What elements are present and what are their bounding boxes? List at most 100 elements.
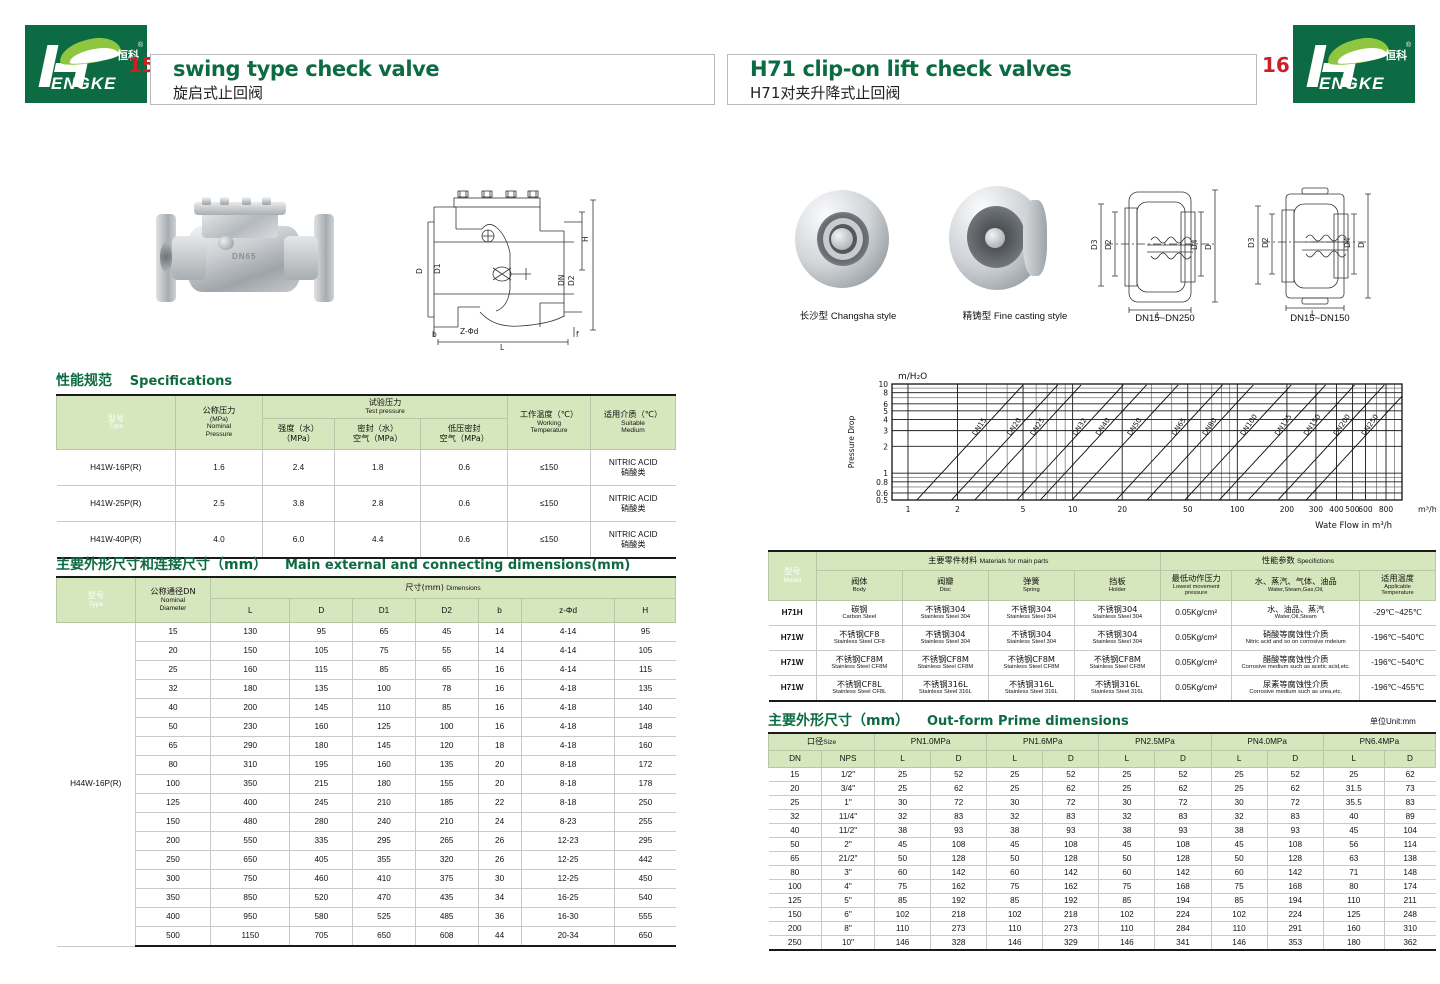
dims-col-type-en: Type — [88, 600, 104, 608]
outform-cell-v3: 52 — [1042, 767, 1099, 782]
mat-cell-medium: 醋酸等腐蚀性介质 Corrosive medium such as acetic … — [1231, 650, 1360, 676]
outform-cell-v8: 80 — [1322, 879, 1385, 894]
outform-cell-nps: 6" — [821, 907, 875, 922]
outform-cell-v3: 62 — [1042, 781, 1099, 796]
mat-cell-medium: 硝酸等腐蚀性介质 Nitric acid and so on corrosive … — [1231, 625, 1360, 651]
dims-cell-b: 20 — [477, 774, 522, 794]
dims-cell-l: 1150 — [209, 926, 290, 947]
dims-cell-b: 44 — [477, 926, 522, 947]
dims-cell-l: 130 — [209, 622, 290, 642]
outform-cell-v7: 291 — [1266, 921, 1324, 936]
mat-group-materials: 主要零件材料 Materials for main parts — [815, 550, 1161, 571]
dims-cell-b: 14 — [477, 622, 522, 642]
svg-text:L: L — [1311, 309, 1316, 318]
dims-cell-zd: 4-14 — [520, 660, 615, 680]
outform-row: 250 10" 146 328 146 329 146 341 146 353 180 362 — [768, 935, 1436, 951]
dims-subheader-D: D — [289, 598, 354, 623]
outform-cell-v8: 71 — [1322, 865, 1385, 880]
dims-cell-zd: 8-18 — [520, 793, 615, 813]
dims-col-dn: 公称通径DN Nominal Diameter — [135, 576, 211, 623]
mat-cell-temp: -196℃~540℃ — [1359, 650, 1436, 676]
dims-cell-b: 16 — [477, 717, 522, 737]
svg-text:D3: D3 — [1090, 239, 1099, 250]
outform-group-size: 口径Size — [768, 732, 875, 751]
outform-cell-v5: 224 — [1154, 907, 1212, 922]
specs-header-row-2: 强度（水） （MPa） 密封（水） 空气（MPa） 低压密封 空气（MPa） — [57, 418, 676, 450]
svg-text:D3: D3 — [1247, 237, 1256, 248]
dims-subheader-H: H — [614, 598, 676, 623]
specs-col-seal-cn1: 密封（水） — [357, 423, 399, 434]
svg-text:DN100: DN100 — [1239, 413, 1259, 437]
svg-text:Wate Flow in m³/h: Wate Flow in m³/h — [1315, 521, 1392, 531]
dims-cell-d2: 320 — [414, 850, 478, 870]
dims-cell-d1: 470 — [352, 888, 416, 908]
specs-col-medium-en1: Suitable — [621, 419, 645, 427]
outform-cell-v1: 108 — [930, 837, 987, 852]
dims-row: 300 750 460 410 375 30 12-25 450 — [57, 869, 676, 889]
outform-cell-v6: 146 — [1210, 935, 1268, 951]
outform-unit-note: 单位Unit:mm — [1370, 717, 1416, 726]
outform-cell-dn: 125 — [768, 893, 822, 908]
dims-cell-h: 450 — [614, 869, 676, 889]
svg-text:400: 400 — [1329, 505, 1344, 514]
specs-col-lowseal-cn2: 空气（MPa） — [439, 433, 489, 443]
specs-group-test-pressure-en: Test pressure — [365, 407, 405, 415]
dims-cell-dn: 32 — [135, 679, 211, 699]
svg-text:D4: D4 — [1343, 237, 1352, 248]
dims-cell-h: 140 — [614, 698, 676, 718]
svg-text:H: H — [581, 236, 590, 242]
dims-cell-b: 30 — [477, 869, 522, 889]
dims-cell-l: 310 — [209, 755, 290, 775]
dims-cell-d2: 135 — [414, 755, 478, 775]
outform-cell-dn: 15 — [768, 767, 822, 782]
specs-col-seal: 密封（水） 空气（MPa） — [333, 418, 422, 450]
outform-row: 150 6" 102 218 102 218 102 224 102 224 125 248 — [768, 907, 1436, 922]
dims-row: H44W-16P(R) 15 130 95 65 45 14 4-14 95 — [56, 622, 676, 947]
specs-cell-lowseal: 0.6 — [420, 521, 508, 559]
outform-cell-v6: 30 — [1210, 795, 1268, 810]
outform-group-PN1.6MPa: PN1.6MPa — [986, 732, 1100, 751]
outform-cell-v3: 108 — [1042, 837, 1099, 852]
outform-cell-v2: 32 — [986, 809, 1043, 824]
dims-cell-d1: 160 — [352, 755, 416, 775]
mat-row: H71W 不锈钢CF8M Stainless Steel CF8M 不锈钢CF8M St… — [768, 650, 1436, 676]
specs-cell-seal: 4.4 — [333, 521, 421, 559]
dims-cell-b: 26 — [477, 850, 522, 870]
dims-group-header-cn: 尺寸(mm) — [405, 582, 444, 593]
dims-cell-l: 750 — [209, 869, 290, 889]
outform-header-row-2: DN NPS L D L D L D L D L D — [768, 750, 1437, 768]
outform-cell-v4: 50 — [1098, 851, 1155, 866]
dims-cell-b: 26 — [477, 831, 522, 851]
specs-heading-cn: 性能规范 — [56, 373, 112, 389]
outform-cell-nps: 3" — [821, 865, 875, 880]
dims-cell-d2: 375 — [414, 869, 478, 889]
svg-text:D: D — [415, 268, 424, 274]
dims-cell-zd: 8-23 — [520, 812, 615, 832]
mat-group-materials-cn: 主要零件材料 — [928, 555, 978, 566]
outform-cell-v7: 353 — [1266, 935, 1324, 951]
outform-cell-v0: 50 — [873, 851, 931, 866]
dims-cell-h: 295 — [614, 831, 676, 851]
mat-col-model-en: Model — [783, 576, 802, 584]
outform-subheader-PN2.5MPa-L: L — [1098, 750, 1156, 768]
mat-cell-spring: 不锈钢304 Stainless Steel 304 — [987, 625, 1075, 651]
outform-subheader-PN6.4MPa-D: D — [1383, 750, 1437, 768]
outform-cell-nps: 3/4" — [821, 781, 875, 796]
valve-neck-left — [172, 236, 206, 280]
dims-cell-zd: 16-25 — [520, 888, 615, 908]
outform-subheader-PN1.0MPa-D: D — [930, 750, 988, 768]
mat-cell-temp: -196℃~455℃ — [1359, 675, 1436, 702]
outform-cell-v8: 56 — [1322, 837, 1385, 852]
dims-cell-l: 180 — [209, 679, 290, 699]
svg-text:D1: D1 — [433, 263, 442, 274]
mat-subheader-3: 挡板 Holder — [1073, 570, 1161, 601]
brand-logo-left: 恒科 ® ENGKE — [25, 25, 147, 103]
outform-cell-nps: 10" — [821, 935, 875, 951]
outform-cell-v1: 93 — [930, 823, 987, 838]
specs-heading: 性能规范 Specifications — [56, 370, 232, 390]
specs-col-nominal-unit: (MPa) — [210, 415, 228, 423]
dims-col-type: 型号 Type — [56, 576, 136, 623]
dims-subheader-D2: D2 — [414, 598, 479, 623]
outform-row: 100 4" 75 162 75 162 75 168 75 168 80 174 — [768, 879, 1436, 894]
fine-casting-style-photo — [945, 182, 1055, 294]
